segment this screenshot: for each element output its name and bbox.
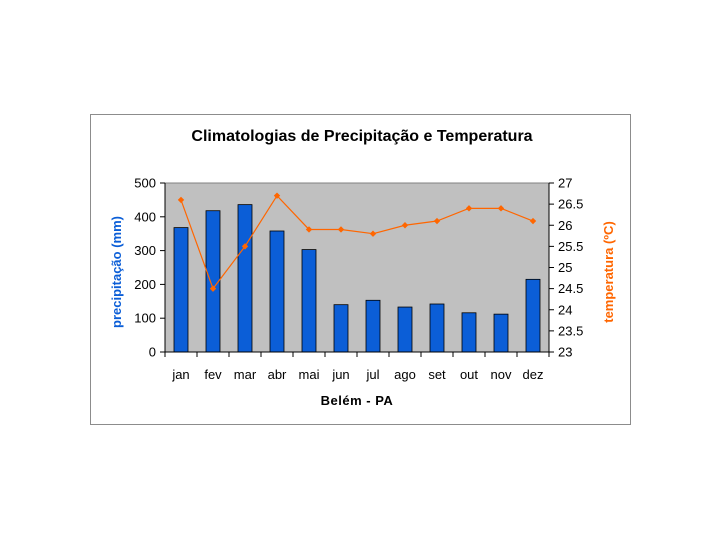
x-tick-label-nov: nov (491, 367, 512, 382)
chart-frame: Climatologias de Precipitação e Temperat… (90, 114, 631, 425)
x-tick-label-ago: ago (394, 367, 416, 382)
bar-set (429, 303, 445, 353)
y-left-tick-label: 200 (134, 277, 156, 292)
y-axis-left-label: precipitação (mm) (109, 216, 124, 328)
y-left-tick-label: 300 (134, 243, 156, 258)
y-right-tick-label: 25.5 (558, 239, 583, 254)
temperature-point-jun (337, 226, 345, 233)
temperature-point-nov (497, 205, 505, 212)
y-left-tick-label: 400 (134, 209, 156, 224)
bar-jan (173, 227, 189, 353)
x-tick-label-jun: jun (331, 367, 349, 382)
x-tick-label-mar: mar (234, 367, 257, 382)
y-right-tick-label: 24.5 (558, 281, 583, 296)
y-right-tick-label: 26.5 (558, 197, 583, 212)
axes-layer: 0 100 200 300 400 500 23 23.5 24 24.5 25 25.5 26 26.5… (134, 176, 583, 383)
bar-ago (397, 306, 413, 353)
bar-jun (333, 304, 349, 353)
bar-out (461, 312, 477, 353)
y-axis-right-label: temperatura (ºC) (601, 221, 616, 323)
bar-dez (525, 278, 541, 353)
temperature-point-mar (241, 243, 249, 250)
y-left-tick-label: 0 (149, 345, 156, 360)
y-left-tick-label: 100 (134, 311, 156, 326)
x-axis-label: Belém - PA (321, 393, 394, 408)
x-tick-label-abr: abr (268, 367, 287, 382)
y-right-tick-label: 23.5 (558, 323, 583, 338)
temperature-point-set (433, 217, 441, 225)
y-right-tick-label: 27 (558, 176, 572, 191)
x-tick-label-jan: jan (171, 367, 189, 382)
bar-mar (237, 204, 253, 353)
x-tick-label-mai: mai (299, 367, 320, 382)
bar-mai (301, 249, 317, 353)
temperature-point-mai (305, 226, 313, 233)
temperature-point-fev (209, 285, 217, 292)
temperature-point-dez (529, 217, 537, 225)
x-tick-label-out: out (460, 367, 478, 382)
chart-title: Climatologias de Precipitação e Temperat… (191, 128, 532, 145)
temperature-point-jul (369, 230, 377, 237)
bar-jul (365, 299, 381, 353)
y-right-tick-label: 25 (558, 260, 572, 275)
temperature-line (180, 194, 534, 290)
x-tick-label-dez: dez (523, 367, 544, 382)
bar-abr (269, 230, 285, 353)
bar-nov (493, 313, 509, 353)
y-right-tick-label: 23 (558, 345, 572, 360)
temperature-point-out (465, 205, 473, 212)
y-right-tick-label: 24 (558, 302, 572, 317)
x-tick-label-set: set (428, 367, 446, 382)
temperature-point-abr (273, 192, 281, 199)
y-right-tick-label: 26 (558, 218, 572, 233)
y-left-tick-label: 500 (134, 176, 156, 191)
x-tick-label-fev: fev (204, 367, 222, 382)
chart-svg: Climatologias de Precipitação e Temperat… (109, 128, 616, 408)
x-tick-label-jul: jul (365, 367, 379, 382)
